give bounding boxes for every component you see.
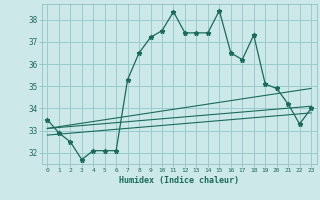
X-axis label: Humidex (Indice chaleur): Humidex (Indice chaleur) xyxy=(119,176,239,185)
